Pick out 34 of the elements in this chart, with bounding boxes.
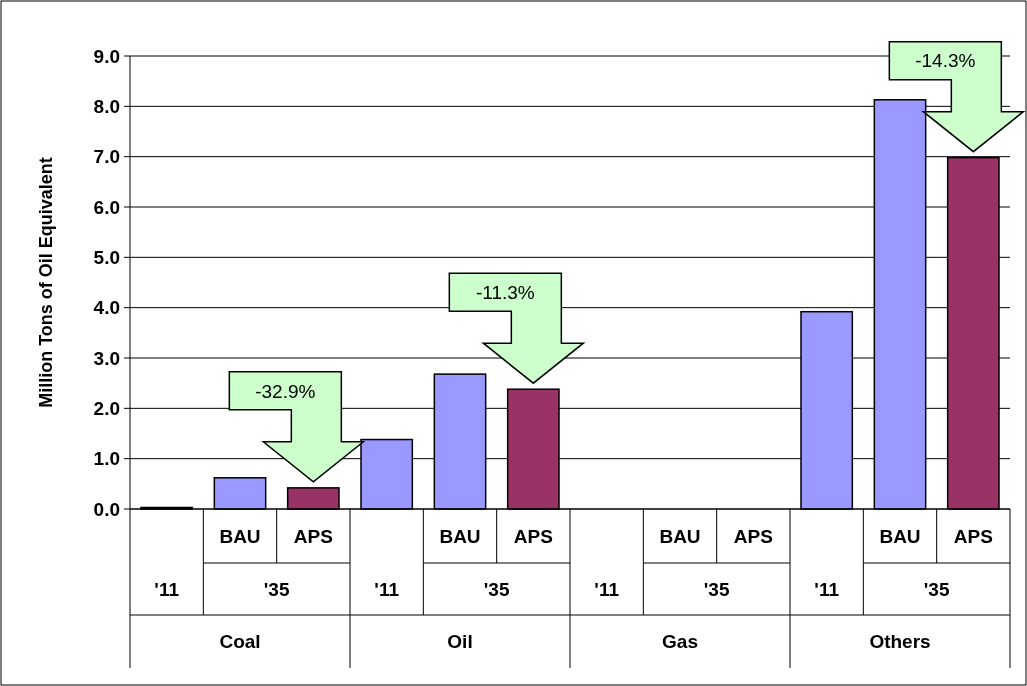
text: '35 bbox=[703, 578, 730, 600]
text: '11 bbox=[814, 578, 840, 600]
x-tick-label: BAU bbox=[439, 525, 481, 547]
text: '11 bbox=[154, 578, 180, 600]
y-tick-label: 4.0 bbox=[93, 297, 120, 319]
annotation: -32.9% bbox=[255, 380, 316, 402]
y-tick-label: 7.0 bbox=[93, 146, 120, 168]
x-tick-label: BAU bbox=[879, 525, 921, 547]
y-tick-label: 2.0 bbox=[93, 397, 120, 419]
text: '35 bbox=[483, 578, 510, 600]
x-tick-label: APS bbox=[733, 525, 773, 547]
x-tick-label: APS bbox=[513, 525, 553, 547]
y-tick-label: 3.0 bbox=[93, 347, 120, 369]
text: '11 bbox=[594, 578, 620, 600]
text: '35 bbox=[263, 578, 290, 600]
text: Coal bbox=[219, 631, 261, 653]
text: '35 bbox=[923, 578, 950, 600]
annotation: -14.3% bbox=[915, 50, 976, 72]
text: Oil bbox=[447, 631, 473, 653]
annotation: -11.3% bbox=[475, 281, 535, 303]
text: '11 bbox=[374, 578, 400, 600]
x-tick-label: BAU bbox=[219, 525, 261, 547]
text: Others bbox=[869, 631, 931, 653]
y-tick-label: 6.0 bbox=[93, 196, 120, 218]
x-tick-label: APS bbox=[293, 525, 333, 547]
x-tick-label: BAU bbox=[659, 525, 701, 547]
text: Gas bbox=[662, 631, 698, 653]
y-tick-label: 5.0 bbox=[93, 246, 120, 268]
x-tick-label: APS bbox=[953, 525, 993, 547]
y-tick-label: 1.0 bbox=[93, 448, 120, 470]
y-tick-label: 9.0 bbox=[93, 45, 120, 67]
y-tick-label: 0.0 bbox=[93, 498, 120, 520]
y-axis-title: Million Tons of Oil Equivalent bbox=[36, 157, 56, 408]
y-tick-label: 8.0 bbox=[93, 95, 120, 117]
